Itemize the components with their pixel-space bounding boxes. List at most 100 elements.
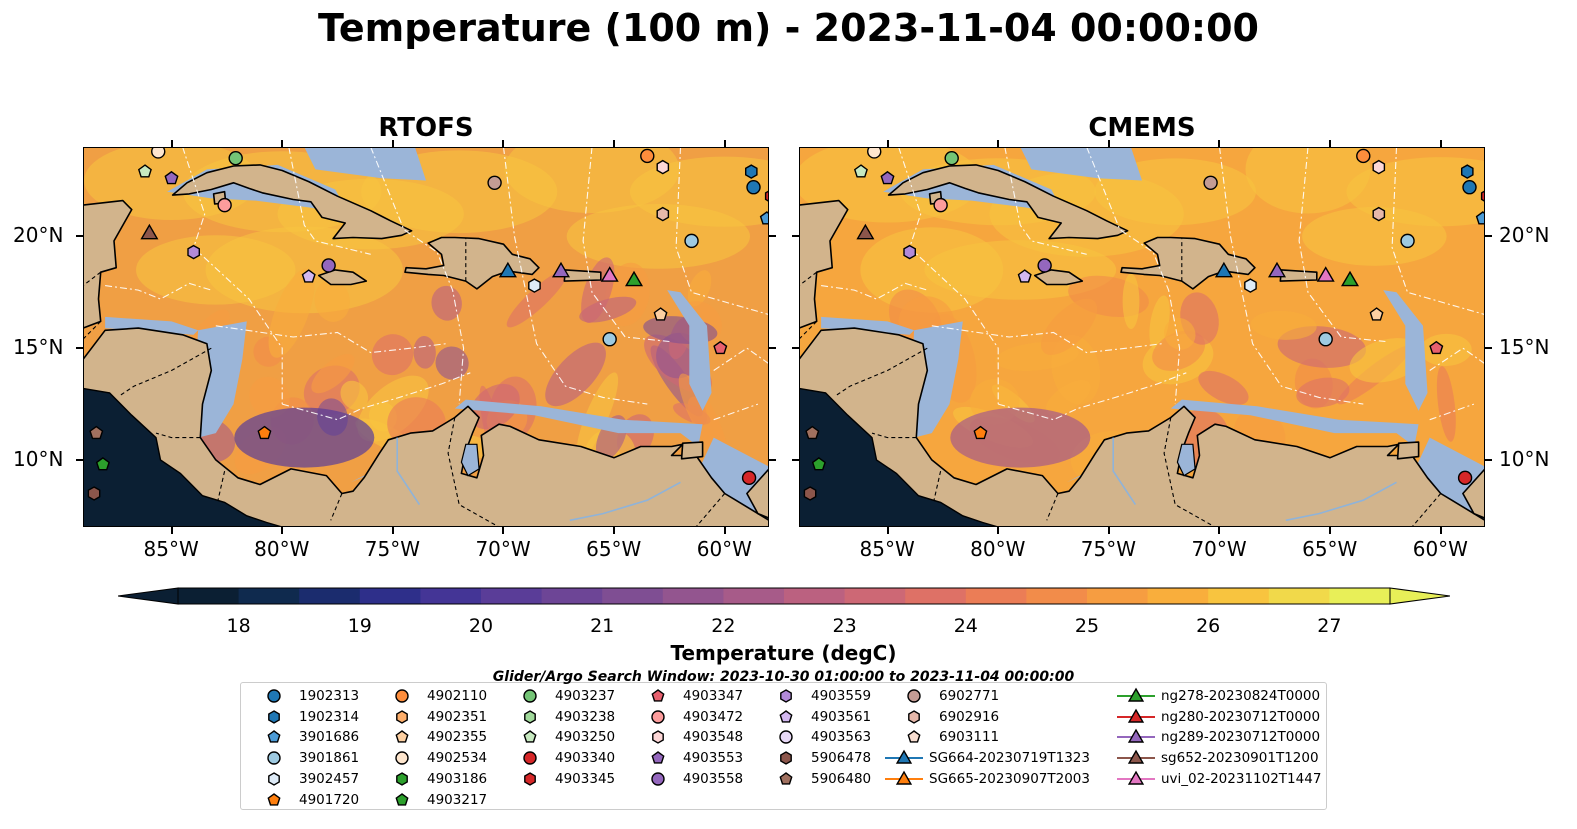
obs-marker-1902313[interactable] [746,180,761,195]
obs-marker-4903553[interactable] [880,170,895,185]
legend-marker[interactable] [895,749,913,764]
legend-marker[interactable] [268,771,280,786]
obs-marker-1902313[interactable] [1462,180,1477,195]
legend-marker[interactable] [780,751,792,765]
legend-marker[interactable] [779,771,793,785]
legend-marker[interactable] [780,689,792,703]
cmems-map[interactable] [799,144,1494,527]
obs-marker-4903472[interactable] [217,197,232,213]
obs-marker-4903553[interactable] [164,170,179,185]
obs-marker-4903237[interactable] [228,150,243,166]
obs-marker-4903561[interactable] [1017,269,1032,283]
legend-marker[interactable] [779,730,793,745]
obs-marker-4903472[interactable] [933,197,948,213]
obs-marker-4902110[interactable] [1356,148,1371,164]
legend-marker[interactable] [1127,708,1145,723]
obs-marker-3902457[interactable] [528,278,541,293]
obs-marker-5906480[interactable] [89,425,104,440]
obs-marker-3901861[interactable] [684,233,699,249]
shelf-guianaShelf [698,437,769,527]
obs-marker-4903548[interactable] [656,159,670,175]
obs-marker-4903250[interactable] [853,164,868,178]
obs-marker-4902355[interactable] [653,307,668,321]
obs-marker-3902457[interactable] [1244,278,1257,293]
obs-marker-4902534[interactable] [151,144,166,159]
legend-marker[interactable] [524,709,536,724]
obs-marker-4902534[interactable] [867,144,882,159]
legend-marker[interactable] [267,689,281,703]
obs-marker-4903561[interactable] [301,269,316,283]
obs-marker-4903347[interactable] [713,340,728,355]
obs-marker-4903217[interactable] [95,457,110,471]
obs-marker-uvi_02-20231102T1447[interactable] [1316,266,1335,282]
obs-marker-6902916[interactable] [1372,206,1386,222]
legend-marker[interactable] [395,751,409,765]
obs-marker-SG664-20230719T1323[interactable] [498,261,517,278]
obs-marker-sg652-20230901T1200[interactable] [140,223,159,240]
obs-marker-3901861[interactable] [1400,233,1415,249]
eez-boundary [182,147,283,405]
legend-marker[interactable] [395,792,409,806]
legend-marker[interactable] [523,689,537,703]
legend-marker[interactable] [267,751,281,765]
legend-marker[interactable] [523,730,537,743]
obs-marker-ng278-20230824T0000[interactable] [1340,270,1360,287]
obs-marker-4903237[interactable] [944,150,959,166]
legend-marker[interactable] [907,689,921,703]
legend-marker[interactable] [652,730,664,745]
legend-marker[interactable] [1127,687,1145,702]
obs-marker-5906480[interactable] [805,425,820,440]
obs-marker-6902771[interactable] [1203,175,1218,190]
obs-marker-4901720[interactable] [973,425,988,440]
legend-marker[interactable] [651,709,665,724]
obs-marker-sg652-20230901T1200[interactable] [856,223,875,240]
obs-marker-3901861[interactable] [1318,332,1333,347]
obs-marker-5906478[interactable] [803,486,817,501]
lat-tick-mark [1485,235,1492,238]
obs-marker-4903559[interactable] [187,244,201,260]
legend-marker[interactable] [907,730,921,743]
obs-marker-6902771[interactable] [487,175,502,190]
legend-marker[interactable] [395,689,409,703]
obs-marker-4901720[interactable] [257,425,272,440]
obs-marker-6902916[interactable] [656,206,670,222]
legend-marker[interactable] [524,771,536,786]
obs-marker-5906478[interactable] [87,486,101,501]
obs-marker-4903559[interactable] [903,244,917,260]
obs-marker-4903548[interactable] [1372,159,1386,175]
rtofs-map[interactable] [83,144,778,527]
legend-marker[interactable] [651,751,665,764]
obs-marker-ng278-20230824T0000[interactable] [624,270,644,287]
legend-marker[interactable] [268,709,280,724]
obs-marker-4903347[interactable] [1429,340,1444,355]
legend-marker[interactable] [908,709,920,724]
obs-marker-1902314[interactable] [745,164,758,179]
legend-marker[interactable] [1127,728,1145,744]
obs-marker-3901861[interactable] [602,332,617,347]
obs-marker-uvi_02-20231102T1447[interactable] [600,266,619,282]
obs-marker-4902110[interactable] [640,148,655,164]
obs-marker-4903340[interactable] [741,470,757,486]
obs-marker-4903558[interactable] [1037,258,1052,273]
obs-marker-4903217[interactable] [811,457,826,471]
obs-marker-4903558[interactable] [321,258,336,273]
legend-marker[interactable] [396,709,408,724]
obs-marker-4902355[interactable] [1369,307,1384,321]
legend-marker[interactable] [895,770,913,785]
legend-marker[interactable] [395,730,409,743]
legend-marker[interactable] [1127,770,1145,785]
obs-marker-1902314[interactable] [1461,164,1474,179]
obs-marker-4903250[interactable] [137,164,152,178]
legend-marker[interactable] [779,709,793,723]
obs-marker-ng289-20230712T0000[interactable] [1267,261,1287,278]
obs-marker-4903340[interactable] [1457,470,1473,486]
legend-marker[interactable] [396,771,408,786]
legend-marker[interactable] [523,751,537,765]
legend-marker[interactable] [267,792,281,806]
legend-marker[interactable] [267,730,281,743]
legend-marker[interactable] [651,772,665,786]
legend-marker[interactable] [651,689,665,702]
obs-marker-SG664-20230719T1323[interactable] [1214,261,1233,278]
legend-marker[interactable] [1127,749,1145,764]
obs-marker-ng289-20230712T0000[interactable] [551,261,571,278]
